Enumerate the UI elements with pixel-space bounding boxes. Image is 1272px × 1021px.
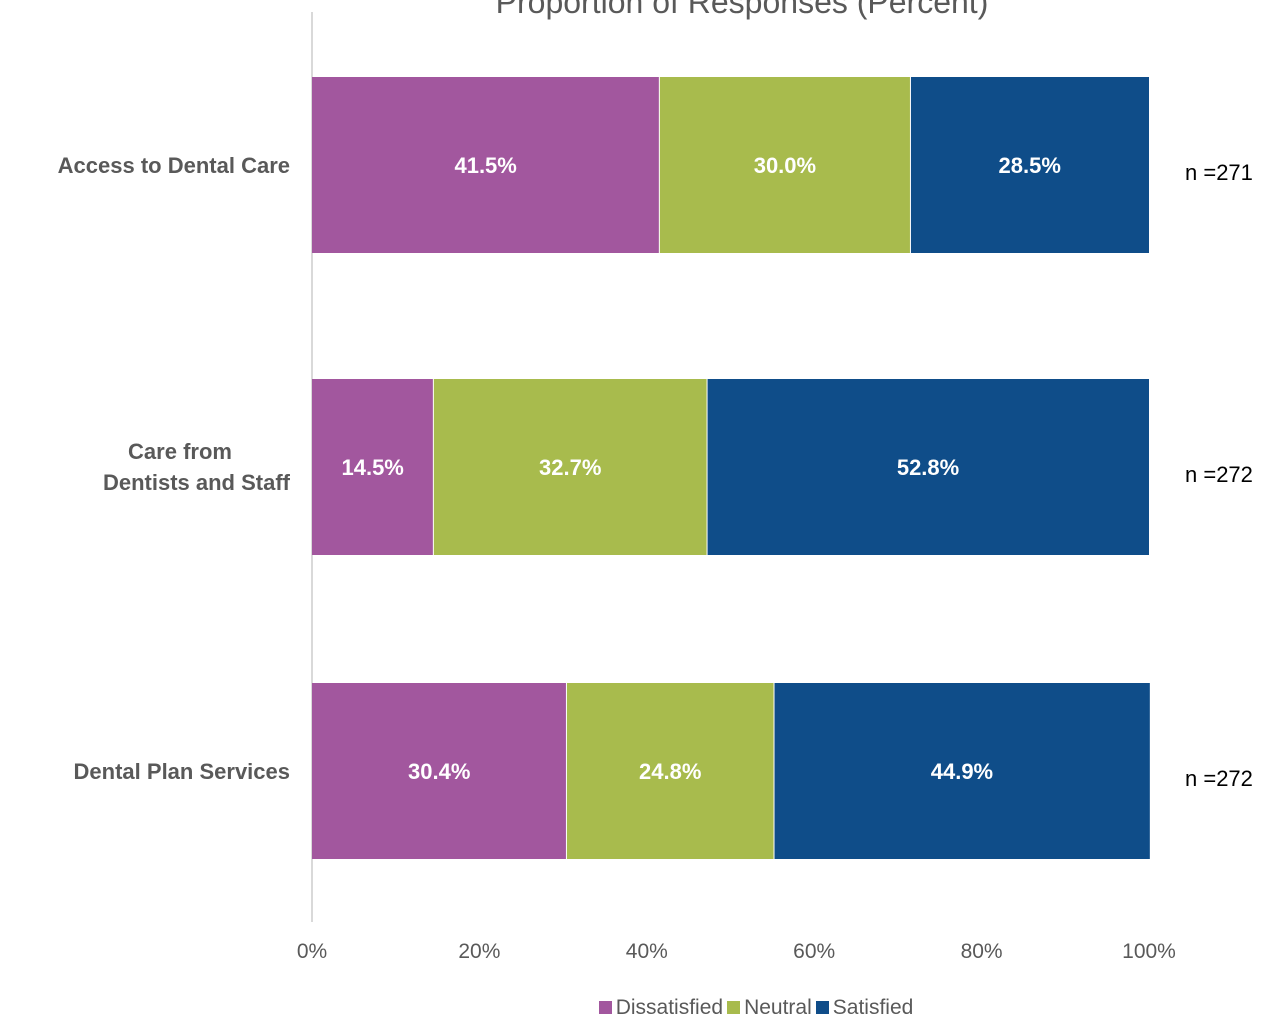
- legend-swatch: [815, 1001, 829, 1014]
- data-label: 30.0%: [754, 153, 816, 178]
- legend-item: Neutral: [727, 996, 812, 1020]
- legend: Dissatisfied Neutral Satisfied: [0, 996, 1272, 1020]
- data-label: 14.5%: [341, 455, 403, 480]
- legend-label: Dissatisfied: [615, 996, 724, 1019]
- sample-size-label: n =272: [1185, 766, 1253, 791]
- x-tick-label: 0%: [296, 940, 328, 963]
- data-label: 28.5%: [999, 153, 1061, 178]
- bar-segment-neutral-1: [433, 379, 708, 555]
- legend-swatch: [598, 1001, 612, 1014]
- category-label: Access to Dental Care: [57, 152, 290, 178]
- data-label: 24.8%: [639, 759, 701, 784]
- data-label: 32.7%: [539, 455, 601, 480]
- data-label: 41.5%: [454, 153, 516, 178]
- data-label: 30.4%: [408, 759, 470, 784]
- legend-item: Dissatisfied: [598, 996, 724, 1020]
- chart-title: Proportion of Responses (Percent): [495, 0, 989, 20]
- sample-size-label: n =272: [1185, 462, 1253, 487]
- bar-segment-dissatisfied-0: [312, 77, 660, 253]
- category-label: Dental Plan Services: [73, 758, 290, 784]
- bar-segment-dissatisfied-1: [312, 379, 434, 555]
- bar-segment-neutral-2: [566, 683, 775, 859]
- data-label: 52.8%: [897, 455, 959, 480]
- legend-item: Satisfied: [815, 996, 914, 1020]
- bar-segment-satisfied-1: [707, 379, 1149, 555]
- legend-label: Neutral: [744, 996, 812, 1019]
- bar-segment-satisfied-0: [910, 77, 1149, 253]
- data-label: 44.9%: [931, 759, 993, 784]
- x-tick-label: 100%: [1122, 940, 1176, 963]
- bar-segment-neutral-0: [659, 77, 911, 253]
- x-tick-label: 80%: [960, 940, 1003, 963]
- bar-segment-dissatisfied-2: [312, 683, 567, 859]
- x-tick-label: 40%: [625, 940, 668, 963]
- x-tick-label: 60%: [793, 940, 836, 963]
- category-label: Care from Dentists and Staff: [102, 439, 290, 495]
- legend-label: Satisfied: [832, 996, 914, 1019]
- x-tick-label: 20%: [458, 940, 501, 963]
- bar-segment-satisfied-2: [774, 683, 1150, 859]
- sample-size-label: n =271: [1185, 160, 1253, 185]
- legend-swatch: [727, 1001, 741, 1014]
